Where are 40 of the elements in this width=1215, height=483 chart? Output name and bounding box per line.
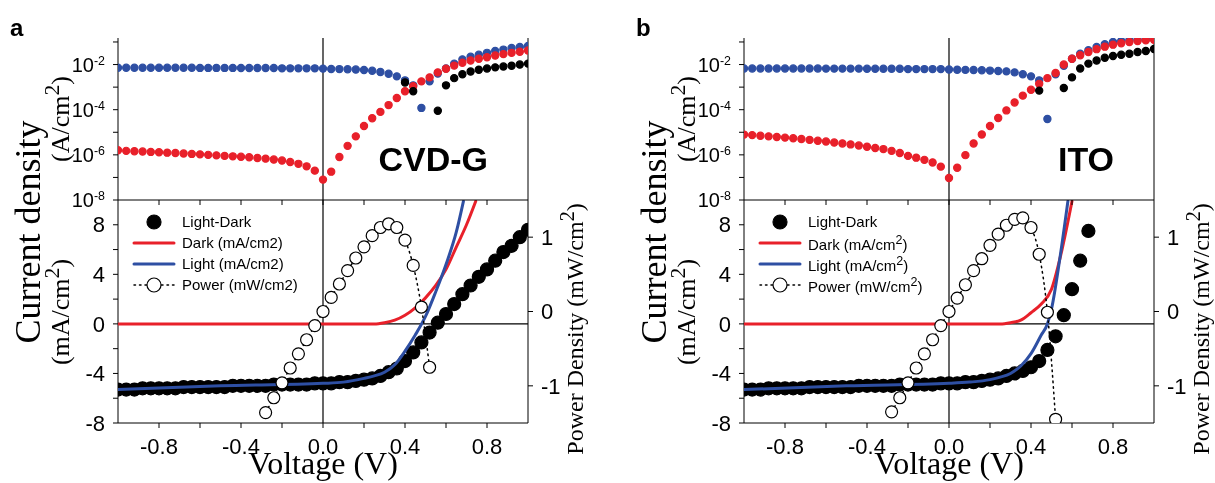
y2-tick-label: 0 <box>1167 299 1180 325</box>
y-tick-label: 10$^{-4}$ <box>71 98 106 121</box>
chart-title: a <box>10 14 24 42</box>
legend-label: Light (mA/cm2) <box>182 255 284 272</box>
x-tick-label: 0.0 <box>307 433 339 459</box>
legend-label: Light (mA/cm$^{2}$) <box>808 253 909 274</box>
x-tick-label: -0.8 <box>140 433 178 459</box>
legend-label: Dark (mA/cm2) <box>182 234 283 251</box>
annotation: CVD-G <box>378 140 488 179</box>
y-tick-label: 0 <box>718 311 731 337</box>
y-tick-label: -8 <box>711 410 731 436</box>
y-tick-label: 4 <box>718 262 731 288</box>
y2-tick-label: 0 <box>541 299 554 325</box>
y-tick-label: 8 <box>718 212 731 238</box>
annotation: ITO <box>1057 140 1114 179</box>
y2-tick-label: 1 <box>1167 224 1180 250</box>
legend-label: Power (mW/cm$^{2}$) <box>808 274 923 295</box>
y-tick-label: 8 <box>92 212 105 238</box>
legend-label: Dark (mA/cm$^{2}$) <box>808 232 908 253</box>
y-tick-label: 10$^{-4}$ <box>697 98 732 121</box>
y-tick-label: -4 <box>711 361 731 387</box>
y-tick-label: 10$^{-8}$ <box>71 189 106 211</box>
x-tick-label: 0.0 <box>933 433 965 459</box>
x-tick-label: -0.8 <box>766 433 804 459</box>
x-tick-label: 0.8 <box>471 433 503 459</box>
y-tick-label: 10$^{-8}$ <box>697 189 732 211</box>
legend-label: Light-Dark <box>808 213 878 230</box>
legend-label: Power (mW/cm2) <box>182 276 298 293</box>
y-tick-label: -8 <box>85 410 105 436</box>
y2-tick-label: -1 <box>1167 373 1187 399</box>
y-tick-label: 0 <box>92 311 105 337</box>
y-tick-label: 10$^{-2}$ <box>71 53 106 76</box>
y2-tick-label: 1 <box>541 224 554 250</box>
y-tick-label: 10$^{-2}$ <box>697 53 732 76</box>
chart-title: b <box>636 14 651 42</box>
legend-label: Light-Dark <box>182 213 252 230</box>
y-tick-label: 4 <box>92 262 105 288</box>
y-tick-label: -4 <box>85 361 105 387</box>
x-tick-label: 0.8 <box>1097 433 1129 459</box>
y2-tick-label: -1 <box>541 373 561 399</box>
